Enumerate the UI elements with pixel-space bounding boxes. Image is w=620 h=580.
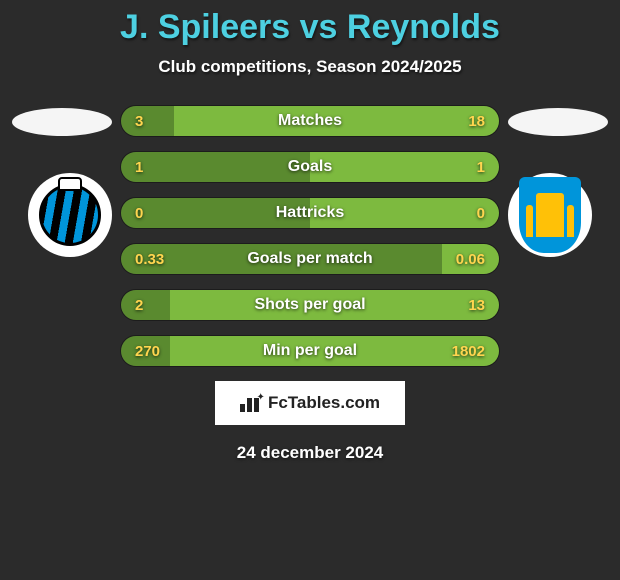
stat-right-fill: [310, 152, 499, 182]
date-text: 24 december 2024: [0, 443, 620, 463]
stat-left-fill: [121, 106, 174, 136]
player1-avatar-placeholder: [12, 108, 112, 136]
stat-right-value: 0: [477, 205, 485, 222]
stat-label: Min per goal: [263, 342, 357, 360]
player2-avatar-placeholder: [508, 108, 608, 136]
brand-text: FcTables.com: [268, 393, 380, 413]
stat-left-value: 270: [135, 343, 160, 360]
club-badge-left: [28, 173, 112, 257]
player1-name: J. Spileers: [120, 8, 290, 46]
club-badge-right: [508, 173, 592, 257]
stat-row: 0.33 Goals per match 0.06: [120, 243, 500, 275]
stat-label: Goals per match: [247, 250, 372, 268]
stat-row: 0 Hattricks 0: [120, 197, 500, 229]
stat-row: 270 Min per goal 1802: [120, 335, 500, 367]
stat-left-value: 0.33: [135, 251, 164, 268]
stat-left-value: 2: [135, 297, 143, 314]
stat-right-value: 0.06: [456, 251, 485, 268]
stat-right-value: 13: [468, 297, 485, 314]
stat-row: 3 Matches 18: [120, 105, 500, 137]
bar-chart-icon: ✦: [240, 394, 262, 412]
stat-label: Hattricks: [276, 204, 344, 222]
stat-right-value: 1: [477, 159, 485, 176]
brand-badge[interactable]: ✦ FcTables.com: [215, 381, 405, 425]
subtitle: Club competitions, Season 2024/2025: [0, 57, 620, 77]
stat-left-value: 3: [135, 113, 143, 130]
stat-left-value: 1: [135, 159, 143, 176]
stat-label: Shots per goal: [254, 296, 365, 314]
stat-left-fill: [121, 152, 310, 182]
player2-name: Reynolds: [347, 8, 500, 46]
club-shield-icon: [519, 177, 581, 253]
stat-label: Matches: [278, 112, 342, 130]
castle-icon: [536, 193, 564, 237]
vs-text: vs: [300, 8, 338, 46]
stat-right-value: 1802: [452, 343, 485, 360]
content-area: 3 Matches 18 1 Goals 1 0 Hattricks 0 0.33 Goals pe…: [0, 105, 620, 463]
stat-right-value: 18: [468, 113, 485, 130]
club-brugge-icon: [39, 184, 101, 246]
stat-row: 1 Goals 1: [120, 151, 500, 183]
stats-list: 3 Matches 18 1 Goals 1 0 Hattricks 0 0.33 Goals pe…: [120, 105, 500, 367]
stat-row: 2 Shots per goal 13: [120, 289, 500, 321]
comparison-card: { "title": {"player1": "J. Spileers", "v…: [0, 0, 620, 580]
stat-label: Goals: [288, 158, 332, 176]
stat-left-fill: [121, 290, 170, 320]
page-title: J. Spileers vs Reynolds: [0, 0, 620, 47]
stat-left-value: 0: [135, 205, 143, 222]
